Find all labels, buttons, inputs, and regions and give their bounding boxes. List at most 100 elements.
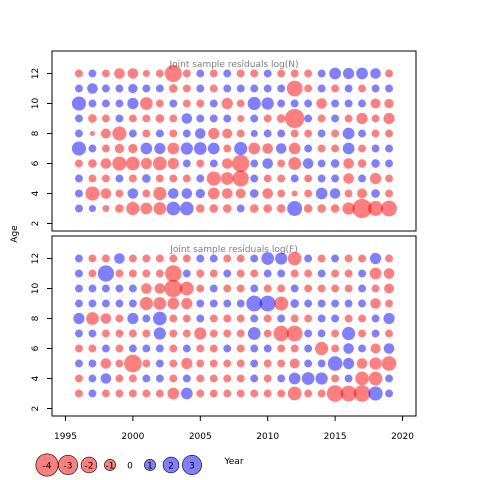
x-tick-label: 2000 xyxy=(121,432,144,442)
residual-bubble xyxy=(100,188,112,199)
residual-bubble xyxy=(290,314,299,323)
residual-bubble xyxy=(169,254,178,263)
residual-bubble xyxy=(209,329,218,338)
residual-bubble xyxy=(223,144,232,153)
residual-bubble xyxy=(128,254,137,263)
residual-bubble xyxy=(331,284,340,293)
residual-bubble xyxy=(303,204,313,213)
residual-bubble xyxy=(276,204,286,213)
residual-bubble xyxy=(344,254,353,263)
residual-bubble xyxy=(75,254,83,263)
residual-bubble xyxy=(169,374,178,383)
residual-bubble xyxy=(290,69,299,78)
residual-bubble xyxy=(195,204,205,213)
residual-bubble xyxy=(261,252,275,265)
residual-bubble xyxy=(236,374,245,383)
residual-bubble xyxy=(124,354,142,373)
residual-bubble xyxy=(344,114,353,123)
residual-bubble xyxy=(369,252,382,265)
legend-bubble xyxy=(80,456,98,474)
residual-bubble xyxy=(196,84,205,93)
residual-bubble xyxy=(287,201,303,216)
panel-log-n: Joint sample residuals log(N) 2 4 6 8 10 12 xyxy=(31,50,417,232)
residual-bubble xyxy=(331,329,340,338)
residual-bubble xyxy=(167,387,180,400)
residual-bubble xyxy=(140,157,152,170)
residual-bubble xyxy=(220,172,234,185)
residual-bubble xyxy=(89,131,95,136)
residual-bubble xyxy=(317,284,326,293)
residual-bubble xyxy=(167,142,180,155)
residual-bubble xyxy=(236,314,245,323)
residual-bubble xyxy=(383,343,395,354)
residual-bubble xyxy=(235,188,246,199)
residual-bubble xyxy=(88,204,96,213)
residual-bubble xyxy=(304,344,313,353)
residual-bubble xyxy=(290,99,299,108)
residual-bubble xyxy=(142,374,151,383)
residual-bubble xyxy=(195,188,205,199)
residual-bubble xyxy=(262,143,273,154)
residual-bubble xyxy=(182,269,191,278)
residual-bubble xyxy=(101,114,110,123)
residual-bubble xyxy=(236,389,245,398)
residual-bubble xyxy=(165,265,182,282)
residual-bubble xyxy=(142,189,151,198)
residual-bubble xyxy=(115,329,124,338)
legend-bubble xyxy=(162,456,180,474)
residual-bubble xyxy=(115,174,124,183)
residual-bubble xyxy=(86,312,99,325)
residual-bubble xyxy=(358,144,367,153)
legend-label: -1 xyxy=(106,462,115,472)
residual-bubble xyxy=(166,201,181,216)
residual-bubble xyxy=(100,373,112,384)
residual-bubble xyxy=(140,97,153,110)
residual-bubble xyxy=(88,159,97,168)
residual-bubble xyxy=(196,269,205,278)
residual-bubble xyxy=(182,374,191,383)
residual-bubble xyxy=(115,359,124,368)
residual-bubble xyxy=(195,128,206,139)
residual-bubble xyxy=(317,329,326,338)
legend-bubble xyxy=(104,459,116,471)
residual-bubble xyxy=(358,329,367,338)
residual-bubble xyxy=(115,374,124,383)
residual-bubble xyxy=(182,159,191,168)
residual-bubble xyxy=(182,129,191,138)
residual-bubble xyxy=(209,254,218,263)
residual-bubble xyxy=(331,99,340,108)
residual-bubble xyxy=(102,204,110,213)
residual-bubble xyxy=(75,204,83,213)
residual-bubble xyxy=(385,69,393,78)
residual-bubble xyxy=(304,254,313,263)
residual-bubble xyxy=(277,314,286,323)
residual-bubble xyxy=(329,188,341,199)
y-tick-label: 4 xyxy=(31,190,41,196)
residual-bubble xyxy=(344,299,353,308)
residual-bubble xyxy=(139,296,153,311)
residual-bubble xyxy=(317,359,326,368)
residual-bubble xyxy=(385,84,393,93)
residual-bubble xyxy=(75,329,83,338)
residual-bubble xyxy=(223,269,232,278)
residual-bubble xyxy=(223,84,232,93)
residual-bubble xyxy=(196,174,205,183)
residual-bubble xyxy=(169,329,178,338)
residual-bubble xyxy=(263,129,272,138)
residual-bubble xyxy=(236,344,245,353)
residual-bubble xyxy=(317,204,326,213)
residual-bubble xyxy=(381,200,397,217)
residual-bubble xyxy=(209,99,218,108)
residual-bubble xyxy=(221,97,233,110)
residual-bubble xyxy=(344,284,353,293)
residual-bubble xyxy=(250,314,259,323)
residual-bubble xyxy=(384,98,394,109)
residual-bubble xyxy=(73,312,85,325)
residual-bubble xyxy=(250,344,259,353)
residual-bubble xyxy=(331,314,340,323)
residual-bubble xyxy=(142,254,151,263)
legend: -4 -3 -2 -1 0 1 2 3 xyxy=(35,453,202,477)
residual-bubble xyxy=(304,144,313,153)
residual-bubble xyxy=(101,389,110,398)
residual-bubble xyxy=(153,327,166,340)
